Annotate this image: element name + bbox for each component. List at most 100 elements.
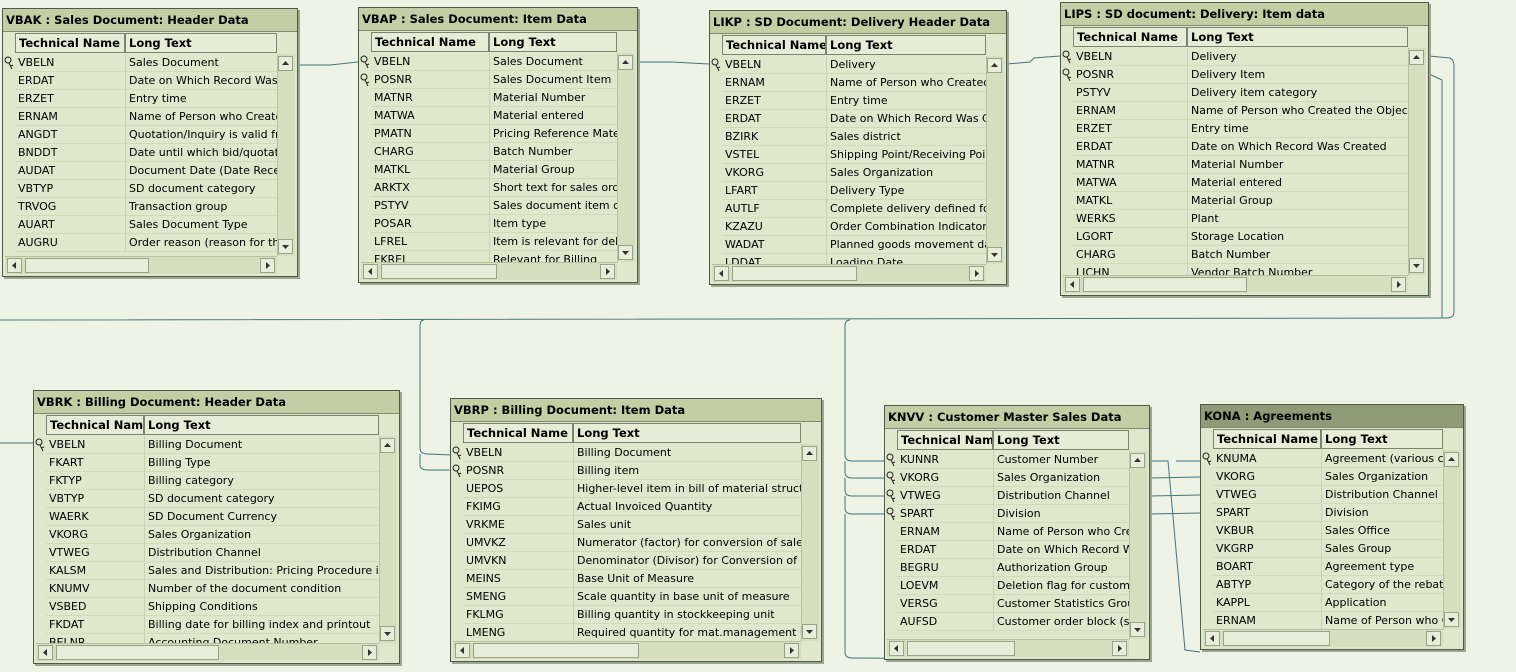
scroll-thumb (381, 264, 497, 279)
technical-name: SPART (1213, 504, 1321, 522)
table-row: POSNR Billing item (452, 462, 813, 480)
long-text: Material entered (489, 107, 617, 125)
horizontal-scrollbar (361, 262, 617, 280)
long-text: SD document category (144, 490, 379, 508)
long-text: Entry time (1187, 120, 1408, 138)
table: VBAP : Sales Document: Item Data Technica… (358, 7, 638, 283)
long-text: Division (993, 505, 1129, 523)
vertical-scrollbar (1443, 450, 1461, 629)
horizontal-scrollbar (1203, 629, 1443, 647)
technical-name: KNUMA (1202, 450, 1321, 468)
technical-name: BOART (1213, 558, 1321, 576)
table-row: BOART Agreement type (1213, 558, 1455, 576)
scroll-up-button (1409, 50, 1424, 65)
table-row: LGORT Storage Location (1073, 228, 1420, 246)
scroll-thumb (25, 258, 149, 273)
long-text: Accounting Document Number (144, 634, 379, 643)
table-title: VBRP : Billing Document: Item Data (451, 399, 821, 422)
technical-name: VBTYP (15, 180, 125, 198)
table: VBRP : Billing Document: Item Data Techni… (450, 398, 822, 662)
long-text: Date on Which Record Was (993, 541, 1129, 559)
scroll-right-button (600, 264, 615, 279)
scroll-thumb (1223, 631, 1330, 646)
column-header: Technical Name (463, 423, 573, 443)
rows: VBELN Delivery ERNAM Name of Person who Cre… (710, 56, 998, 264)
technical-name: UMVKN (463, 552, 573, 570)
table-row: ARKTX Short text for sales order (371, 179, 629, 197)
vertical-scrollbar (277, 54, 295, 256)
long-text: Actual Invoiced Quantity (573, 498, 801, 516)
long-text: Required quantity for mat.management in … (573, 624, 801, 641)
connector (1006, 55, 1061, 65)
technical-name: ABTYP (1213, 576, 1321, 594)
table-row: VSBED Shipping Conditions (46, 598, 391, 616)
long-text: Distribution Channel (993, 487, 1129, 505)
long-text: Name of Person who Cre (1321, 612, 1443, 629)
table-row: VBELN Sales Document (4, 54, 289, 72)
table-row: UEPOS Higher-level item in bill of materi… (463, 480, 813, 498)
technical-name: VSTEL (722, 146, 826, 164)
scroll-left-button (714, 266, 729, 281)
long-text: Name of Person who Create (993, 523, 1129, 541)
table-row: WERKS Plant (1073, 210, 1420, 228)
column-header: Long Text (573, 423, 801, 443)
long-text: Delivery Item (1187, 66, 1408, 84)
table-title: VBRK : Billing Document: Header Data (34, 391, 399, 414)
long-text: Number of the document condition (144, 580, 379, 598)
scroll-right-button (784, 643, 799, 658)
table-row: MATKL Material Group (371, 161, 629, 179)
long-text: Sales Group (1321, 540, 1443, 558)
vertical-scrollbar (801, 444, 819, 641)
scroll-down-button (618, 245, 633, 260)
table-row: MEINS Base Unit of Measure (463, 570, 813, 588)
long-text: Planned goods movement date (826, 236, 986, 254)
connector (1149, 512, 1201, 515)
long-text: Storage Location (1187, 228, 1408, 246)
long-text: Date on Which Record Was Created (1187, 138, 1408, 156)
table-row: VBELN Delivery (1062, 48, 1420, 66)
rows: VBELN Sales Document ERDAT Date on Which Re… (3, 54, 289, 256)
scroll-down-button (1130, 622, 1145, 637)
long-text: Entry time (125, 90, 277, 108)
long-text: Sales district (826, 128, 986, 146)
table-row: VBELN Billing Document (452, 444, 813, 462)
long-text: Sales Document Type (125, 216, 277, 234)
connector (298, 61, 359, 66)
rows: VBELN Billing Document POSNR Billing item UE… (451, 444, 813, 641)
technical-name: ARKTX (371, 179, 489, 197)
table-row: VKORG Sales Organization (46, 526, 391, 544)
technical-name: ERNAM (15, 108, 125, 126)
vertical-scrollbar (379, 436, 397, 643)
column-header: Long Text (1187, 27, 1408, 47)
technical-name: VBELN (35, 436, 144, 454)
technical-name: VBELN (1062, 48, 1187, 66)
scroll-thumb (56, 645, 219, 660)
table-row: VKGRP Sales Group (1213, 540, 1455, 558)
long-text: Sales Organization (826, 164, 986, 182)
table-row: VKORG Sales Organization (722, 164, 998, 182)
table: LIPS : SD document: Delivery: Item data T… (1060, 2, 1429, 296)
table-row: VTWEG Distribution Channel (46, 544, 391, 562)
long-text: Delivery (826, 56, 986, 74)
long-text: Transaction group (125, 198, 277, 216)
table-row: ERZET Entry time (722, 92, 998, 110)
long-text: Material Number (1187, 156, 1408, 174)
connector (844, 496, 884, 515)
scroll-right-button (1391, 277, 1406, 292)
technical-name: CHARG (371, 143, 489, 161)
table-row: FKART Billing Type (46, 454, 391, 472)
technical-name: CHARG (1073, 246, 1187, 264)
long-text: SD Document Currency (144, 508, 379, 526)
technical-name: LDDAT (722, 254, 826, 264)
technical-name: ERZET (722, 92, 826, 110)
table-row: VERSG Customer Statistics Group (897, 595, 1141, 613)
technical-name: VERSG (897, 595, 993, 613)
long-text: Name of Person who Created the (826, 74, 986, 92)
